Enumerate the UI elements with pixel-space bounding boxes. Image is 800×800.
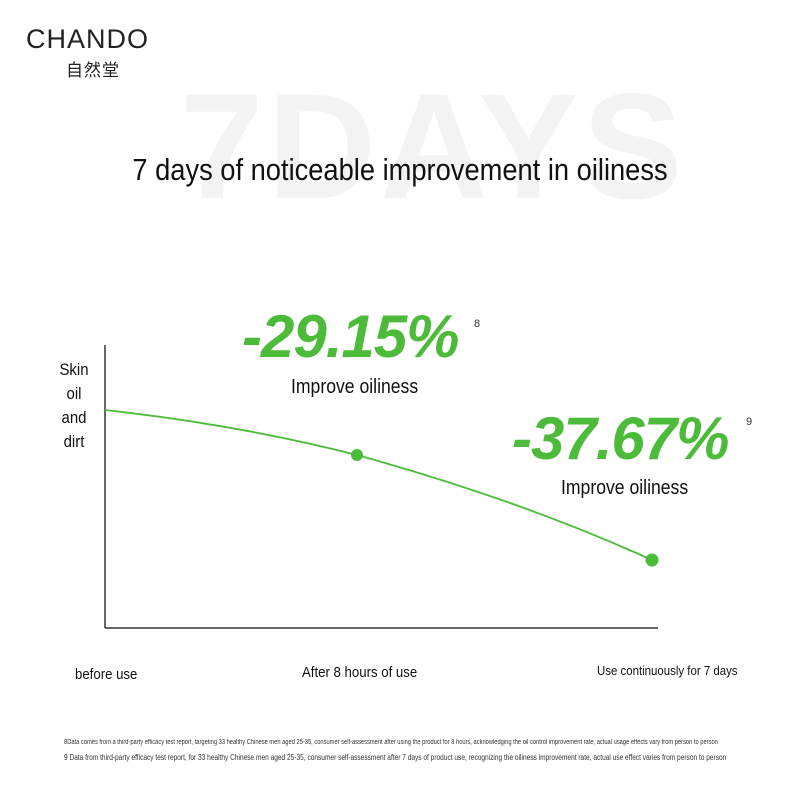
brand-chinese: 自然堂 xyxy=(66,61,120,80)
brand-name: CHANDO xyxy=(26,24,150,54)
point xyxy=(351,449,363,461)
x-label: before use xyxy=(75,666,138,683)
y-label-line: Skin xyxy=(59,360,89,379)
y-label-line: oil xyxy=(66,384,82,403)
point xyxy=(645,553,659,567)
title: 7 days of noticeable improvement in oili… xyxy=(132,152,668,187)
y-label-line: dirt xyxy=(63,432,85,451)
callout-value: -29.15% xyxy=(242,303,459,370)
callout-text: Improve oiliness xyxy=(561,477,689,499)
footnote: 9 Data from third-party efficacy test re… xyxy=(64,753,727,762)
watermark: 7DAYS xyxy=(180,62,687,230)
x-label: After 8 hours of use xyxy=(302,664,418,681)
footnote: 8Data comes from a third-party efficacy … xyxy=(64,739,718,746)
x-label: Use continuously for 7 days xyxy=(597,663,738,678)
callout-value: -37.67% xyxy=(512,405,729,472)
y-label-line: and xyxy=(61,408,87,427)
callout-text: Improve oiliness xyxy=(291,376,419,398)
callout-note: 9 xyxy=(746,416,753,428)
callout-note: 8 xyxy=(474,318,481,330)
